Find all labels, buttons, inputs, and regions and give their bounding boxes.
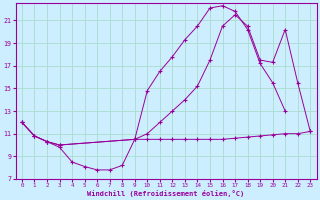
X-axis label: Windchill (Refroidissement éolien,°C): Windchill (Refroidissement éolien,°C) — [87, 190, 245, 197]
